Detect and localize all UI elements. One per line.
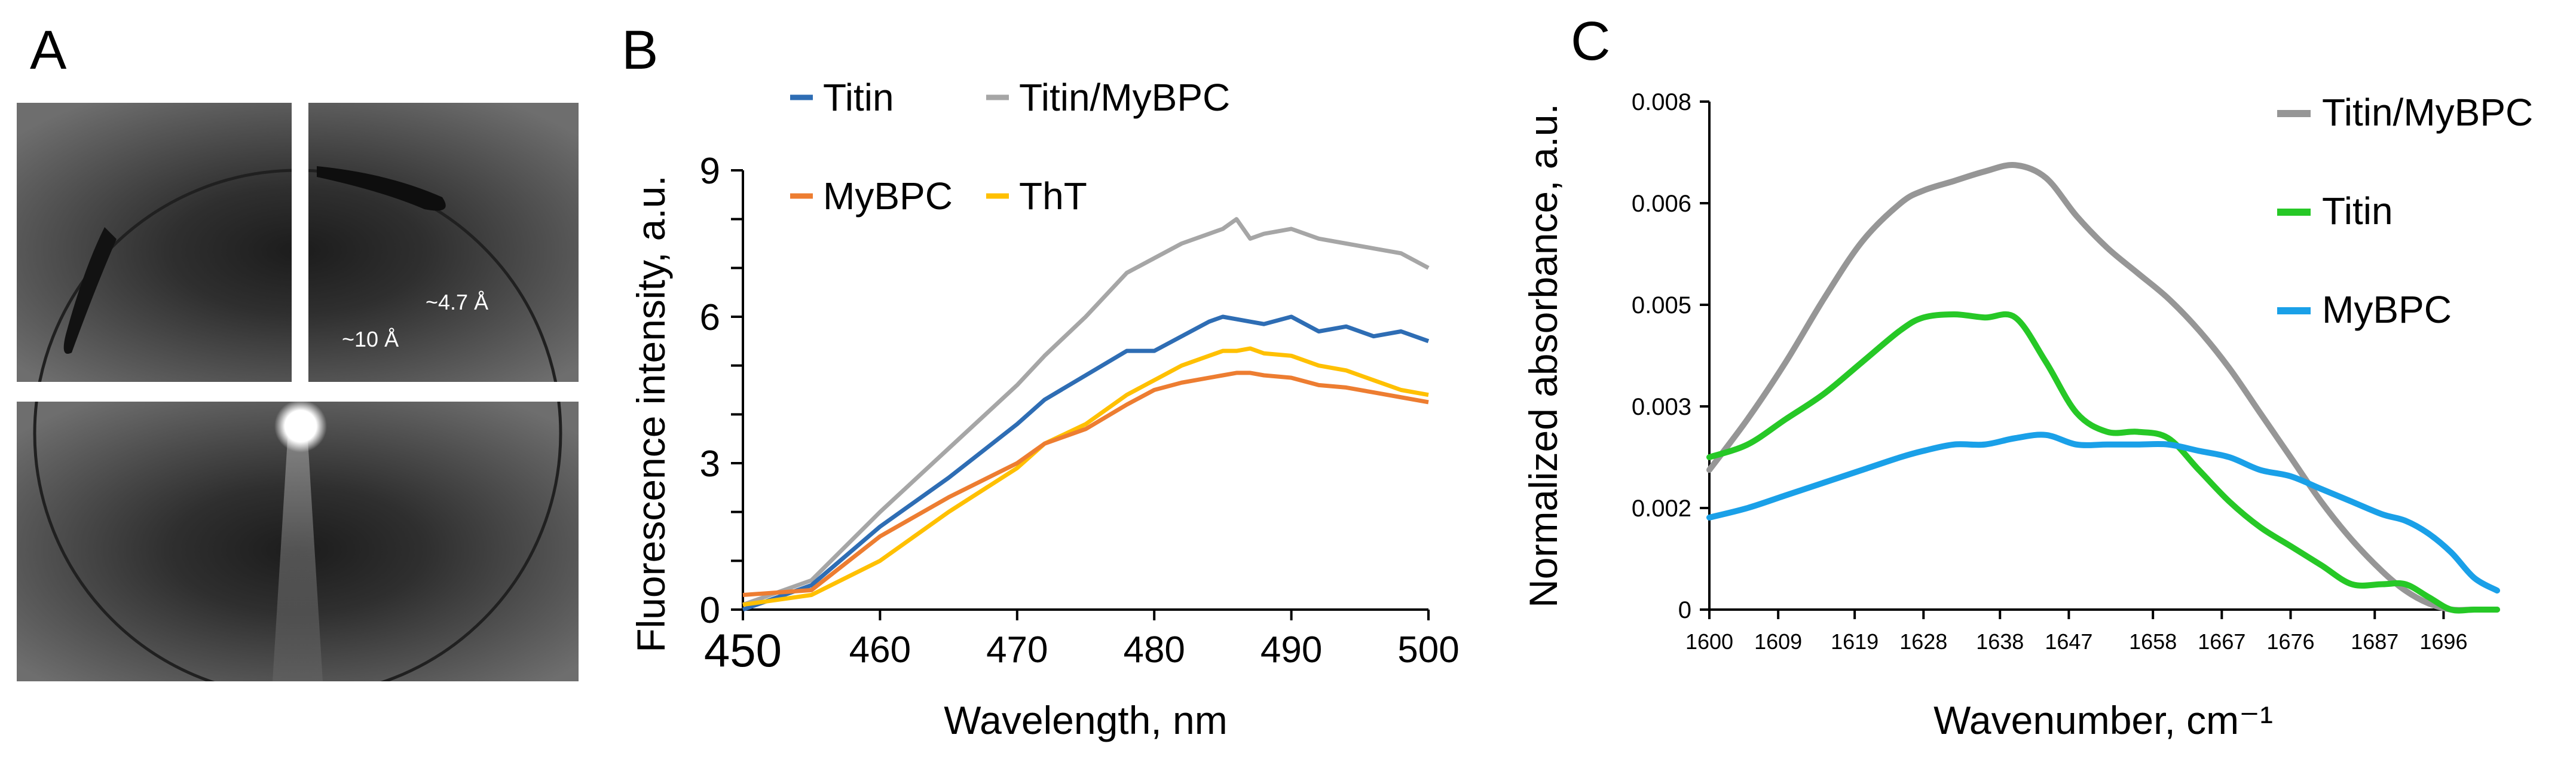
- beamstop-slit: [292, 103, 308, 382]
- panel-a-letter: A: [30, 20, 67, 81]
- panel-b: B 0 3 6 9 450 460 470 480 490 500 Wavelength, nm Fl…: [622, 20, 1460, 742]
- c-x-tick-label: 1658: [2129, 629, 2177, 654]
- c-y-tick-label: 0: [1678, 597, 1691, 623]
- b-series-titin-mybpc-line: [742, 217, 1430, 607]
- b-series-mybpc-line: [742, 371, 1429, 597]
- b-x-tick-label: 460: [849, 629, 911, 671]
- b-y-tick-label: 9: [700, 151, 720, 192]
- annotation-10: ~10 Å: [342, 327, 399, 351]
- b-y-tick-label: 0: [700, 590, 720, 631]
- c-x-tick-label: 1609: [1754, 629, 1802, 654]
- c-y-tick-label: 0.003: [1632, 394, 1691, 420]
- c-series-titin-mybpc-line: [1706, 162, 2500, 613]
- c-x-tick-label: 1696: [2419, 629, 2467, 654]
- c-x-tick-label: 1667: [2198, 629, 2245, 654]
- beam-streak: [273, 430, 323, 681]
- chart-c: 0 0.002 0.003 0.005 0.006 0.008 1600 1609 1619 16…: [1521, 89, 2533, 742]
- c-legend-label: MyBPC: [2322, 288, 2452, 331]
- b-legend-label: ThT: [1019, 175, 1087, 218]
- b-x-tick-label: 480: [1123, 629, 1185, 671]
- diffraction-arc-top-right: [317, 166, 446, 211]
- b-legend-label: Titin: [823, 76, 894, 119]
- c-y-tick-label: 0.006: [1632, 191, 1691, 217]
- c-y-tick-label: 0.008: [1632, 89, 1691, 115]
- c-x-tick-label: 1647: [2045, 629, 2092, 654]
- c-legend-label: Titin/MyBPC: [2322, 91, 2533, 134]
- b-x-tick-label: 500: [1397, 629, 1459, 671]
- c-x-tick-label: 1600: [1685, 629, 1733, 654]
- c-x-axis-label: Wavenumber, cm⁻¹: [1933, 698, 2273, 742]
- panel-b-letter: B: [622, 20, 658, 81]
- c-x-tick-label: 1628: [1899, 629, 1947, 654]
- b-x-axis-label: Wavelength, nm: [944, 698, 1227, 742]
- b-y-tick-label: 6: [700, 297, 720, 338]
- panel-a: A ~4.7 Å ~10 Å: [17, 20, 579, 681]
- b-series-titin-line: [742, 314, 1430, 612]
- b-y-tick-label: 3: [700, 443, 720, 485]
- chart-b: 0 3 6 9 450 460 470 480 490 500 Wavelength, nm Fluo…: [629, 76, 1460, 742]
- b-x-tick-label: 490: [1261, 629, 1322, 671]
- c-y-tick-label: 0.002: [1632, 495, 1691, 522]
- b-y-axis-label: Fluorescence intensity, a.u.: [629, 175, 673, 653]
- c-legend-label: Titin: [2322, 189, 2393, 232]
- diffraction-arc-left: [63, 227, 117, 354]
- annotation-4-7: ~4.7 Å: [426, 290, 488, 314]
- c-x-tick-label: 1676: [2266, 629, 2314, 654]
- b-series-tht-line: [742, 346, 1429, 607]
- b-x-tick-label: 470: [986, 629, 1048, 671]
- c-series-mybpc-line: [1706, 432, 2500, 594]
- beam-spot: [274, 402, 327, 452]
- diffraction-image: ~4.7 Å ~10 Å: [17, 103, 579, 681]
- b-x-tick-label: 450: [704, 624, 782, 677]
- panel-c-letter: C: [1571, 11, 1610, 72]
- b-legend-label: MyBPC: [823, 175, 953, 218]
- diffraction-ring-lower: [33, 402, 562, 681]
- c-y-tick-label: 0.005: [1632, 292, 1691, 319]
- c-x-tick-label: 1619: [1831, 629, 1879, 654]
- c-x-tick-label: 1638: [1976, 629, 2024, 654]
- b-legend-label: Titin/MyBPC: [1019, 76, 1230, 119]
- c-y-axis-label: Normalized absorbance, a.u.: [1521, 103, 1565, 608]
- panel-c: C 0 0.002 0.003 0.005 0.006 0.008 1600 1609 1619…: [1521, 11, 2533, 742]
- c-series-titin-line: [1706, 311, 2500, 614]
- c-x-tick-label: 1687: [2351, 629, 2398, 654]
